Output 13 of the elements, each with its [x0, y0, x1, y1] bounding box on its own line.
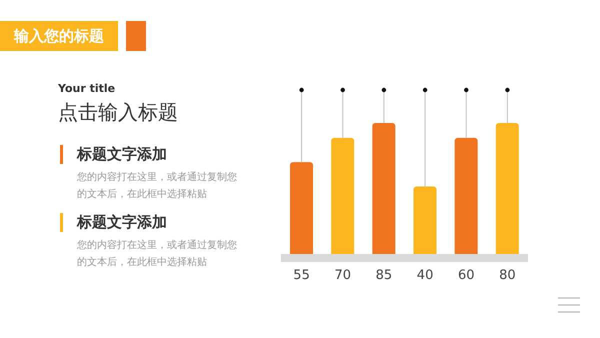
x-tick-label: 55	[293, 268, 310, 284]
text: 您的内容打在这里，或者通过复制您的文本后，在此框中选择粘贴	[77, 238, 238, 270]
x-tick-label: 60	[458, 268, 475, 284]
x-tick-label: 70	[334, 268, 352, 284]
text: 您的内容打在这里，或者通过复制您的文本后，在此框中选择粘贴	[77, 170, 238, 202]
text: 点击输入标题	[58, 99, 178, 126]
text: Your title	[58, 82, 116, 95]
text: 标题文字添加	[77, 145, 167, 164]
text: 标题文字添加	[77, 213, 167, 232]
x-tick-label: 85	[376, 268, 392, 284]
x-tick-label: 80	[499, 268, 516, 284]
text: 输入您的标题	[0, 21, 118, 51]
x-tick-label: 40	[416, 268, 434, 284]
